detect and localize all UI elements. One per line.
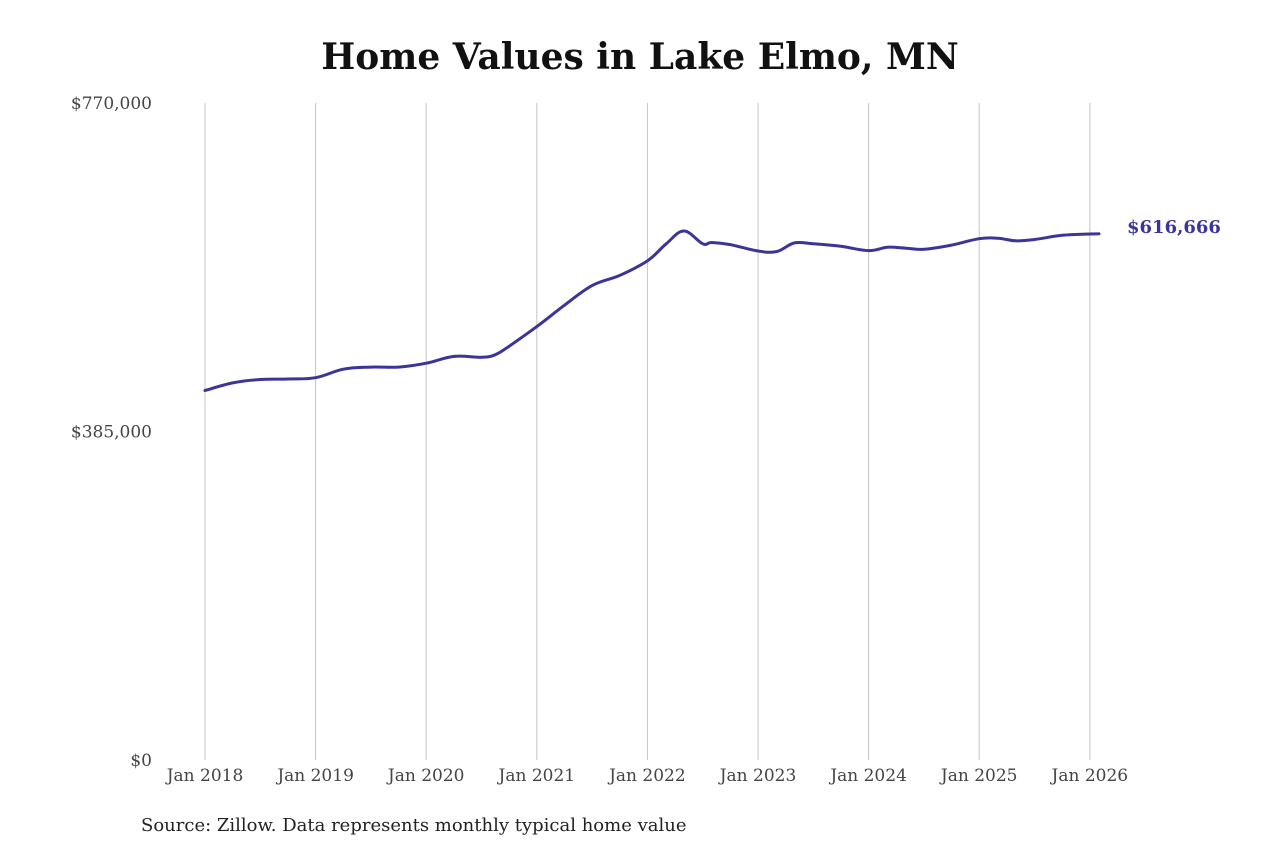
x-tick-label: Jan 2024 [828, 766, 907, 786]
x-tick-label: Jan 2023 [718, 766, 797, 786]
x-tick-label: Jan 2019 [275, 766, 354, 786]
series-line-0 [203, 229, 1101, 392]
end-value-label: $616,666 [1127, 217, 1221, 238]
y-tick-label: $385,000 [71, 423, 152, 443]
x-tick-label: Jan 2018 [165, 766, 244, 786]
end-labels: $616,666 [1127, 217, 1221, 238]
x-axis-ticks: Jan 2018 Jan 2019 Jan 2020 Jan 2021 Jan 2022… [165, 766, 1128, 786]
y-tick-label: $770,000 [71, 94, 152, 114]
x-tick-label: Jan 2025 [939, 766, 1018, 786]
x-tick-label: Jan 2026 [1050, 766, 1129, 786]
gridlines [204, 103, 1091, 760]
series [203, 229, 1101, 392]
y-tick-label: $0 [130, 751, 152, 771]
x-tick-label: Jan 2020 [386, 766, 465, 786]
x-tick-label: Jan 2021 [497, 766, 576, 786]
source-note: Source: Zillow. Data represents monthly … [141, 815, 687, 836]
x-tick-label: Jan 2022 [607, 766, 686, 786]
chart-title: Home Values in Lake Elmo, MN [321, 36, 959, 78]
y-axis-ticks: $0 $385,000 $770,000 [71, 94, 152, 771]
